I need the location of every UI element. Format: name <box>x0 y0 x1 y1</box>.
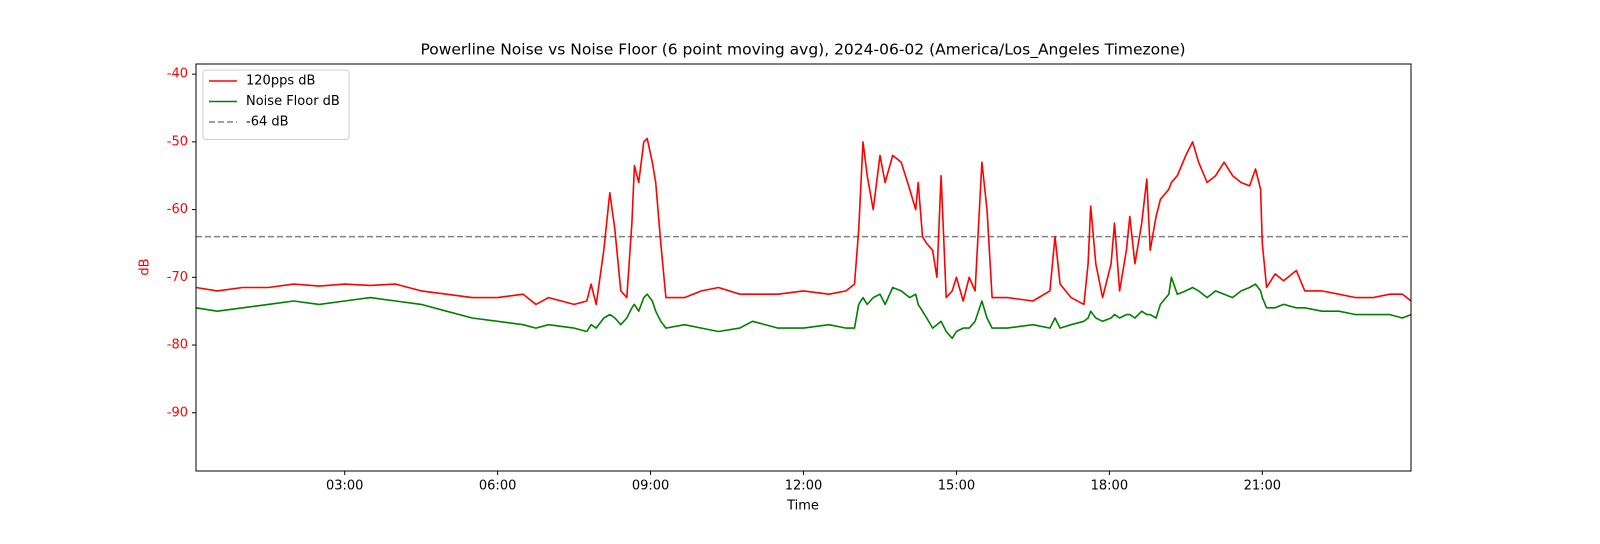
x-tick-label: 12:00 <box>785 479 822 494</box>
y-tick-label: -80 <box>167 338 188 353</box>
x-tick-label: 03:00 <box>326 479 363 494</box>
y-axis-label: dB <box>138 258 153 275</box>
x-tick-label: 15:00 <box>938 479 975 494</box>
chart-title: Powerline Noise vs Noise Floor (6 point … <box>420 41 1185 60</box>
x-tick-label: 09:00 <box>632 479 669 494</box>
legend-label: Noise Floor dB <box>246 94 340 109</box>
x-tick-label: 06:00 <box>479 479 516 494</box>
x-tick-label: 18:00 <box>1091 479 1128 494</box>
x-axis-label: Time <box>786 499 819 514</box>
legend-box <box>202 69 350 140</box>
series-line <box>195 276 1412 340</box>
y-tick-label: -60 <box>167 202 188 217</box>
y-tick-label: -90 <box>167 405 188 420</box>
legend-label: 120pps dB <box>246 74 315 89</box>
y-tick-label: -70 <box>167 270 188 285</box>
plot-frame <box>195 63 1412 472</box>
y-tick-label: -40 <box>167 67 188 82</box>
y-tick-label: -50 <box>167 134 188 149</box>
x-tick-label: 21:00 <box>1244 479 1281 494</box>
legend-label: -64 dB <box>246 115 289 130</box>
series-line <box>195 137 1412 306</box>
